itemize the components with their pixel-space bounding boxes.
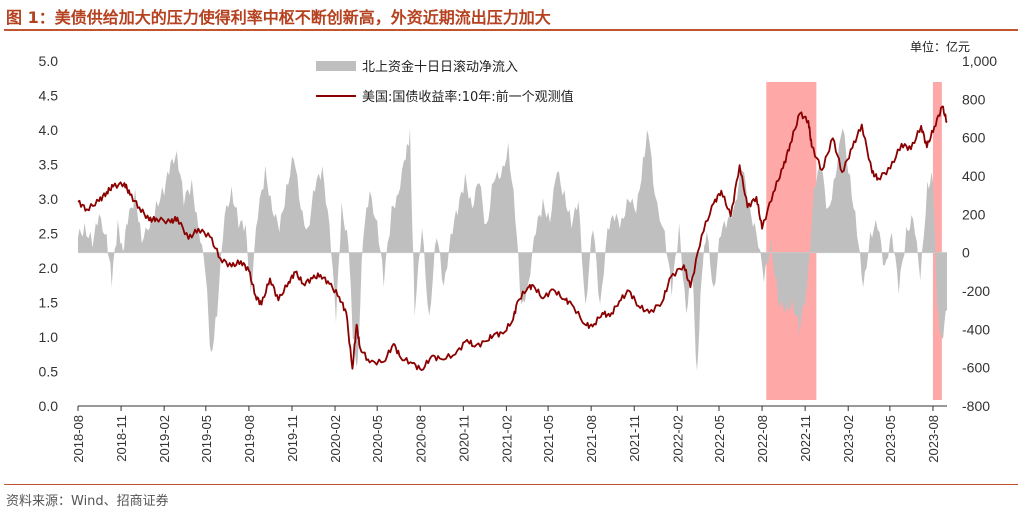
- x-tick-label: 2021-02: [499, 415, 514, 463]
- right-tick-label: 600: [962, 130, 986, 146]
- right-tick-label: 400: [962, 168, 986, 184]
- x-tick-label: 2023-05: [883, 415, 898, 463]
- left-tick-label: 4.0: [39, 122, 59, 138]
- title-underline: [4, 29, 1018, 31]
- left-tick-label: 3.5: [39, 157, 59, 173]
- left-tick-label: 2.5: [39, 226, 59, 242]
- x-tick-label: 2020-11: [456, 415, 471, 462]
- x-tick-label: 2020-05: [370, 415, 385, 463]
- left-tick-label: 3.0: [39, 191, 59, 207]
- x-tick-label: 2021-05: [541, 415, 556, 463]
- x-tick-label: 2022-11: [798, 415, 813, 462]
- x-tick-label: 2023-02: [841, 415, 856, 463]
- x-tick-label: 2019-05: [199, 415, 214, 463]
- footer-rule: [4, 484, 1018, 485]
- left-tick-label: 1.5: [39, 295, 59, 311]
- x-tick-label: 2022-05: [712, 415, 727, 463]
- right-tick-label: 200: [962, 206, 986, 222]
- right-tick-label: -600: [962, 360, 990, 376]
- legend: 北上资金十日日滚动净流入 美国:国债收益率:10年:前一个观测值: [316, 59, 574, 105]
- left-tick-label: 0.5: [39, 364, 59, 380]
- legend-swatch-flow: [316, 61, 356, 71]
- x-tick-label: 2023-08: [926, 415, 941, 463]
- right-tick-label: 0: [962, 245, 970, 261]
- highlight-band-1: [766, 82, 817, 400]
- x-tick-label: 2019-02: [157, 415, 172, 463]
- x-tick-label: 2021-08: [584, 415, 599, 463]
- x-tick-label: 2022-02: [670, 415, 685, 463]
- highlight-layer: [766, 82, 942, 400]
- x-tick-label: 2018-11: [114, 415, 129, 462]
- flow-area-series: [78, 127, 947, 371]
- unit-label: 单位：亿元: [909, 40, 970, 54]
- right-axis-ticks: -800 -600 -400 -200 0 200 400 600 800 1,000: [962, 53, 997, 414]
- source-note: 资料来源：Wind、招商证券: [6, 494, 169, 509]
- right-tick-label: -400: [962, 321, 990, 337]
- right-tick-label: 800: [962, 91, 986, 107]
- x-tick-label: 2020-08: [413, 415, 428, 463]
- left-axis-ticks: 0.0 0.5 1.0 1.5 2.0 2.5 3.0 3.5 4.0 4.5 5.0: [39, 53, 59, 414]
- legend-label-flow: 北上资金十日日滚动净流入: [362, 59, 518, 75]
- x-tick-label: 2022-08: [755, 415, 770, 463]
- x-tick-label: 2018-08: [71, 415, 86, 463]
- x-tick-label: 2019-11: [285, 415, 300, 462]
- left-tick-label: 2.0: [39, 260, 59, 276]
- chart: 2018-08 2018-11 2019-02 2019-05 2019-08 2019-…: [39, 53, 998, 463]
- left-tick-label: 5.0: [39, 53, 59, 69]
- right-tick-label: 1,000: [962, 53, 997, 69]
- left-tick-label: 1.0: [39, 329, 59, 345]
- legend-label-yield: 美国:国债收益率:10年:前一个观测值: [362, 89, 574, 105]
- highlight-band-2: [932, 82, 942, 400]
- yield-line-series: [77, 105, 948, 372]
- figure-title: 图 1：美债供给加大的压力使得利率中枢不断创新高，外资近期流出压力加大: [6, 8, 551, 27]
- right-tick-label: -800: [962, 398, 990, 414]
- x-tick-label: 2020-02: [328, 415, 343, 463]
- x-axis-ticks: 2018-08 2018-11 2019-02 2019-05 2019-08 2019-…: [71, 406, 941, 463]
- x-tick-label: 2021-11: [627, 415, 642, 462]
- x-tick-label: 2019-08: [242, 415, 257, 463]
- left-tick-label: 4.5: [39, 88, 59, 104]
- right-tick-label: -200: [962, 283, 990, 299]
- left-tick-label: 0.0: [39, 398, 59, 414]
